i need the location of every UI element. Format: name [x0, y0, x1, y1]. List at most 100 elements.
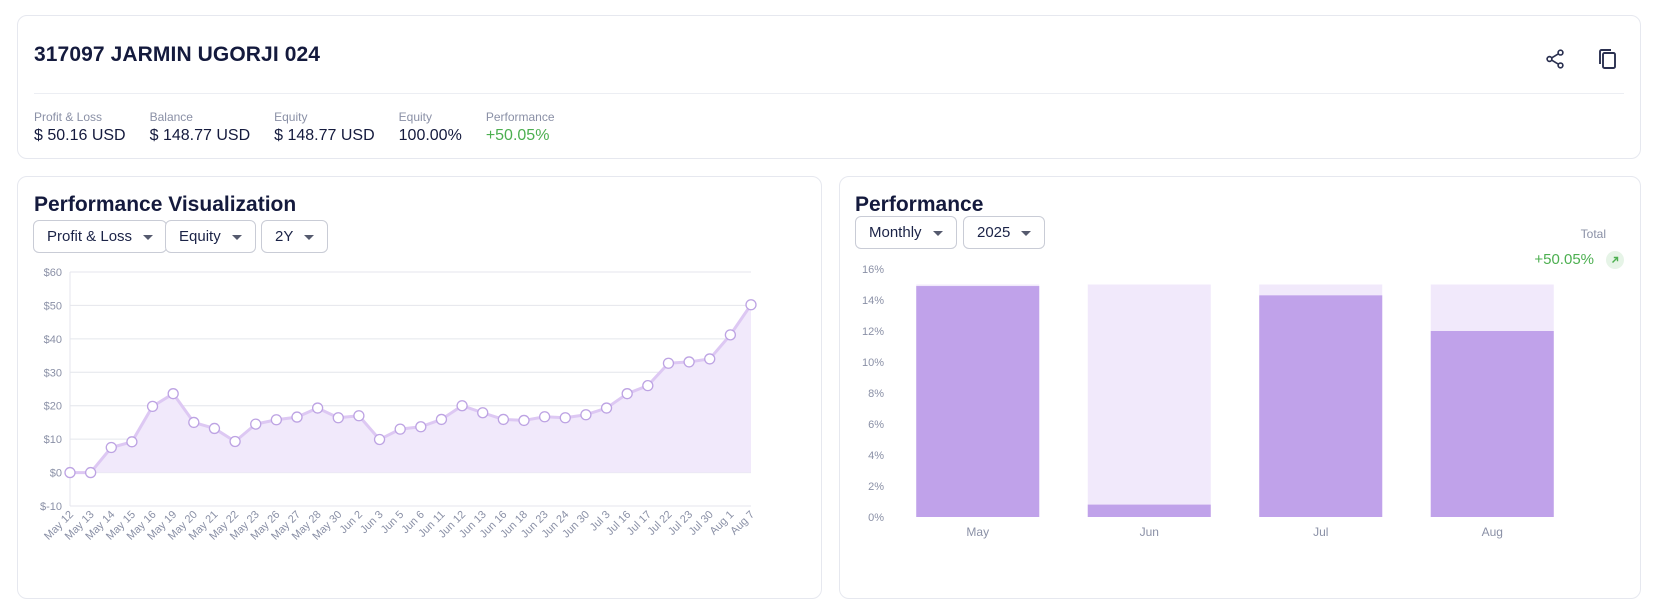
total-value: +50.05%: [1534, 251, 1594, 268]
bar: [1087, 504, 1211, 517]
x-tick-label: Jun: [1140, 525, 1159, 539]
data-point: [167, 388, 179, 400]
card-title: Performance: [855, 193, 984, 216]
data-point: [642, 380, 654, 392]
stat-label: Equity: [398, 110, 432, 124]
x-tick-label: Jun 3: [358, 509, 386, 537]
dropdown-value: Profit & Loss: [47, 228, 133, 245]
caret-down-icon: [304, 234, 315, 240]
total-label: Total: [1580, 227, 1606, 241]
bar-background: [1087, 284, 1211, 517]
y-tick-label: $50: [44, 300, 62, 312]
y-tick-label: 12%: [862, 326, 884, 338]
year-dropdown[interactable]: 2025: [963, 216, 1046, 249]
bar: [1430, 331, 1554, 517]
stat-label: Balance: [149, 110, 193, 124]
data-point: [126, 436, 138, 448]
y-tick-label: $60: [44, 267, 62, 279]
data-point: [84, 466, 97, 479]
data-point: [745, 299, 757, 311]
x-tick-label: Aug: [1482, 525, 1503, 539]
bar: [916, 286, 1040, 517]
stat-profit-loss: Profit & Loss $ 50.16 USD: [34, 110, 126, 145]
stat-equity: Equity $ 148.77 USD: [274, 110, 375, 145]
caret-down-icon: [932, 230, 943, 236]
dropdown-value: Monthly: [869, 224, 922, 241]
stat-label: Equity: [274, 110, 308, 124]
monthly-performance-bar-chart: 16% 14% 12% 10% 8% 6% 4% 2% 0% May Jun Jul Aug: [862, 264, 1554, 539]
x-tick-label: Aug 7: [728, 509, 757, 538]
stat-value: $ 148.77 USD: [149, 127, 251, 144]
performance-visualization-card: Performance Visualization Profit & Loss …: [17, 176, 822, 599]
data-point: [456, 400, 468, 412]
area-fill: [70, 304, 751, 473]
stat-label: Performance: [485, 110, 555, 124]
caret-down-icon: [231, 234, 242, 240]
stat-value: +50.05%: [485, 127, 550, 144]
stat-value: $ 148.77 USD: [274, 127, 375, 144]
data-point: [270, 414, 283, 426]
stat-equity-percent: Equity 100.00%: [399, 110, 462, 145]
x-tick-label: May: [966, 525, 989, 539]
x-tick-label: Jun 2: [338, 509, 366, 537]
account-stats: Profit & Loss $ 50.16 USD Balance $ 148.…: [34, 110, 555, 145]
data-point: [291, 411, 303, 423]
trend-up-icon: [1606, 251, 1624, 269]
data-point: [250, 418, 262, 430]
data-point: [229, 435, 241, 448]
mode-dropdown[interactable]: Equity: [165, 220, 256, 253]
account-card: 317097 JARMIN UGORJI 024 Profit & Loss $…: [17, 15, 1641, 159]
data-point: [332, 412, 344, 424]
y-tick-label: 0%: [868, 512, 884, 524]
data-point: [146, 400, 159, 413]
data-point: [415, 421, 427, 433]
y-tick-label: 6%: [868, 419, 884, 431]
account-title: 317097 JARMIN UGORJI 024: [34, 43, 321, 66]
y-tick-label: 16%: [862, 264, 884, 276]
y-tick-label: 8%: [868, 388, 884, 400]
y-tick-label: $20: [44, 401, 62, 413]
y-tick-label: 14%: [862, 295, 884, 307]
data-point: [394, 423, 406, 435]
stat-value: $ 50.16 USD: [34, 127, 126, 144]
x-tick-label: Jul: [1313, 525, 1328, 539]
stat-performance: Performance +50.05%: [486, 110, 555, 145]
dropdown-value: 2Y: [275, 228, 294, 245]
y-tick-label: $0: [50, 468, 62, 480]
y-tick-label: $10: [44, 434, 62, 446]
data-point: [559, 412, 571, 424]
data-point: [683, 356, 695, 368]
data-point: [600, 402, 613, 414]
caret-down-icon: [143, 234, 154, 240]
data-point: [477, 407, 489, 419]
y-tick-label: 4%: [868, 450, 884, 462]
data-point: [704, 353, 716, 365]
data-point: [353, 410, 365, 422]
data-point: [373, 433, 386, 446]
data-point: [64, 466, 76, 479]
y-tick-label: $30: [44, 367, 62, 379]
y-tick-label: 10%: [862, 357, 884, 369]
period-dropdown[interactable]: Monthly: [855, 216, 957, 249]
data-point: [105, 441, 117, 454]
data-point: [311, 402, 324, 414]
bar: [1259, 295, 1383, 517]
stat-label: Profit & Loss: [34, 110, 103, 124]
data-point: [208, 422, 221, 435]
share-icon[interactable]: [1540, 44, 1570, 74]
y-tick-label: $40: [44, 334, 62, 346]
range-dropdown[interactable]: 2Y: [261, 220, 329, 253]
data-point: [538, 411, 551, 423]
performance-card: Performance Monthly 2025 Total +50.05% 1…: [839, 176, 1641, 599]
data-point: [188, 416, 200, 429]
dropdown-value: 2025: [977, 224, 1011, 241]
caret-down-icon: [1021, 230, 1032, 236]
account-actions: [1540, 44, 1622, 74]
copy-icon[interactable]: [1592, 44, 1622, 74]
data-point: [724, 329, 737, 341]
y-tick-label: $-10: [40, 501, 62, 513]
data-point: [435, 413, 448, 426]
card-title: Performance Visualization: [34, 193, 297, 216]
metric-dropdown[interactable]: Profit & Loss: [33, 220, 168, 253]
